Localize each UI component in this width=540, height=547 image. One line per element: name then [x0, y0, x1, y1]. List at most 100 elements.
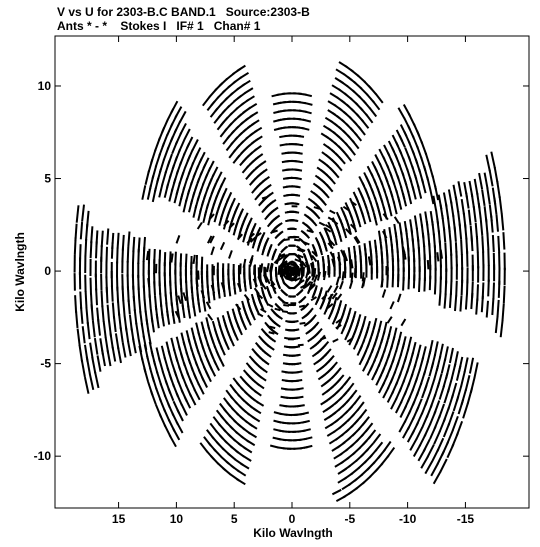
uv-point [300, 239, 308, 246]
uv-point [394, 387, 403, 401]
uv-point [267, 314, 274, 323]
uv-point [390, 397, 398, 410]
uv-point [496, 299, 500, 318]
uv-point [485, 218, 489, 236]
x-tick-label: -10 [399, 512, 417, 526]
uv-point [179, 122, 187, 136]
uv-point [333, 452, 343, 460]
uv-point [253, 126, 263, 134]
uv-point [243, 293, 250, 302]
uv-point [349, 223, 357, 231]
uv-point [466, 388, 473, 405]
uv-point [464, 293, 468, 310]
uv-point [195, 277, 199, 287]
uv-point [168, 434, 177, 448]
uv-point [361, 212, 367, 225]
uv-point [311, 250, 318, 257]
uv-point [497, 235, 501, 254]
uv-point [104, 336, 110, 354]
uv-point [191, 139, 199, 151]
uv-point [333, 285, 339, 294]
uv-point [389, 190, 396, 204]
uv-point [428, 362, 435, 377]
uv-point [118, 313, 122, 330]
uv-point [413, 215, 418, 230]
uv-point [439, 458, 448, 473]
uv-point [276, 230, 284, 237]
uv-point [281, 271, 288, 280]
x-tick-label: 5 [231, 512, 238, 526]
uv-point [117, 347, 122, 364]
uv-point [182, 292, 187, 301]
uv-point [163, 424, 172, 438]
uv-point [491, 235, 495, 253]
uv-point [127, 231, 131, 248]
uv-point [428, 163, 434, 178]
uv-point [84, 238, 88, 257]
uv-point [154, 404, 163, 418]
uv-point [397, 196, 403, 210]
uv-point [283, 345, 292, 349]
uv-point [321, 388, 330, 396]
uv-point [328, 176, 336, 185]
uv-point [79, 244, 82, 262]
uv-point [197, 383, 205, 395]
uv-point [309, 343, 318, 350]
uv-point [310, 262, 315, 272]
uv-point [472, 205, 477, 223]
uv-point [285, 277, 292, 282]
uv-point [96, 355, 102, 372]
uv-point [423, 277, 426, 292]
uv-point [479, 219, 484, 236]
uv-point [486, 187, 491, 205]
uv-point [399, 390, 408, 404]
uv-point [396, 293, 402, 303]
uv-point [491, 298, 495, 316]
uv-point [366, 364, 374, 376]
uv-point [78, 344, 84, 363]
uv-point [331, 445, 341, 452]
uv-point [335, 68, 345, 76]
uv-point [353, 236, 360, 245]
uv-point [337, 155, 346, 165]
uv-point [89, 342, 94, 360]
uv-point [248, 232, 255, 239]
uv-point [256, 292, 264, 300]
uv-point [169, 292, 173, 306]
uv-point [84, 344, 89, 362]
uv-point [395, 401, 403, 414]
uv-point [194, 147, 202, 159]
uv-point [352, 338, 360, 350]
uv-point [128, 314, 133, 331]
uv-point [282, 353, 291, 357]
uv-point [112, 315, 117, 333]
uv-point [355, 453, 365, 462]
uv-point [99, 338, 104, 355]
y-tick-label: 0 [44, 264, 51, 278]
uv-point [279, 404, 288, 408]
x-tick-label: 15 [112, 512, 126, 526]
uv-point [366, 210, 372, 223]
uv-point [431, 448, 440, 463]
uv-point [339, 79, 349, 88]
uv-point [362, 100, 372, 110]
uv-point [433, 279, 437, 295]
uv-point [223, 220, 230, 227]
uv-point [259, 231, 266, 242]
uv-point [386, 316, 393, 324]
uv-point [438, 418, 446, 433]
uv-point [95, 288, 98, 306]
uv-point [310, 218, 318, 227]
uv-point [178, 139, 186, 153]
uv-point [477, 203, 482, 220]
uv-point [331, 169, 340, 179]
uv-point [350, 259, 354, 269]
uv-point [443, 293, 447, 309]
y-tick-label: -10 [34, 449, 52, 463]
uv-point [348, 146, 356, 156]
uv-point [288, 295, 295, 298]
uv-point [313, 359, 321, 366]
uv-point [180, 332, 186, 346]
uv-point [460, 239, 463, 255]
uv-point [378, 382, 386, 394]
